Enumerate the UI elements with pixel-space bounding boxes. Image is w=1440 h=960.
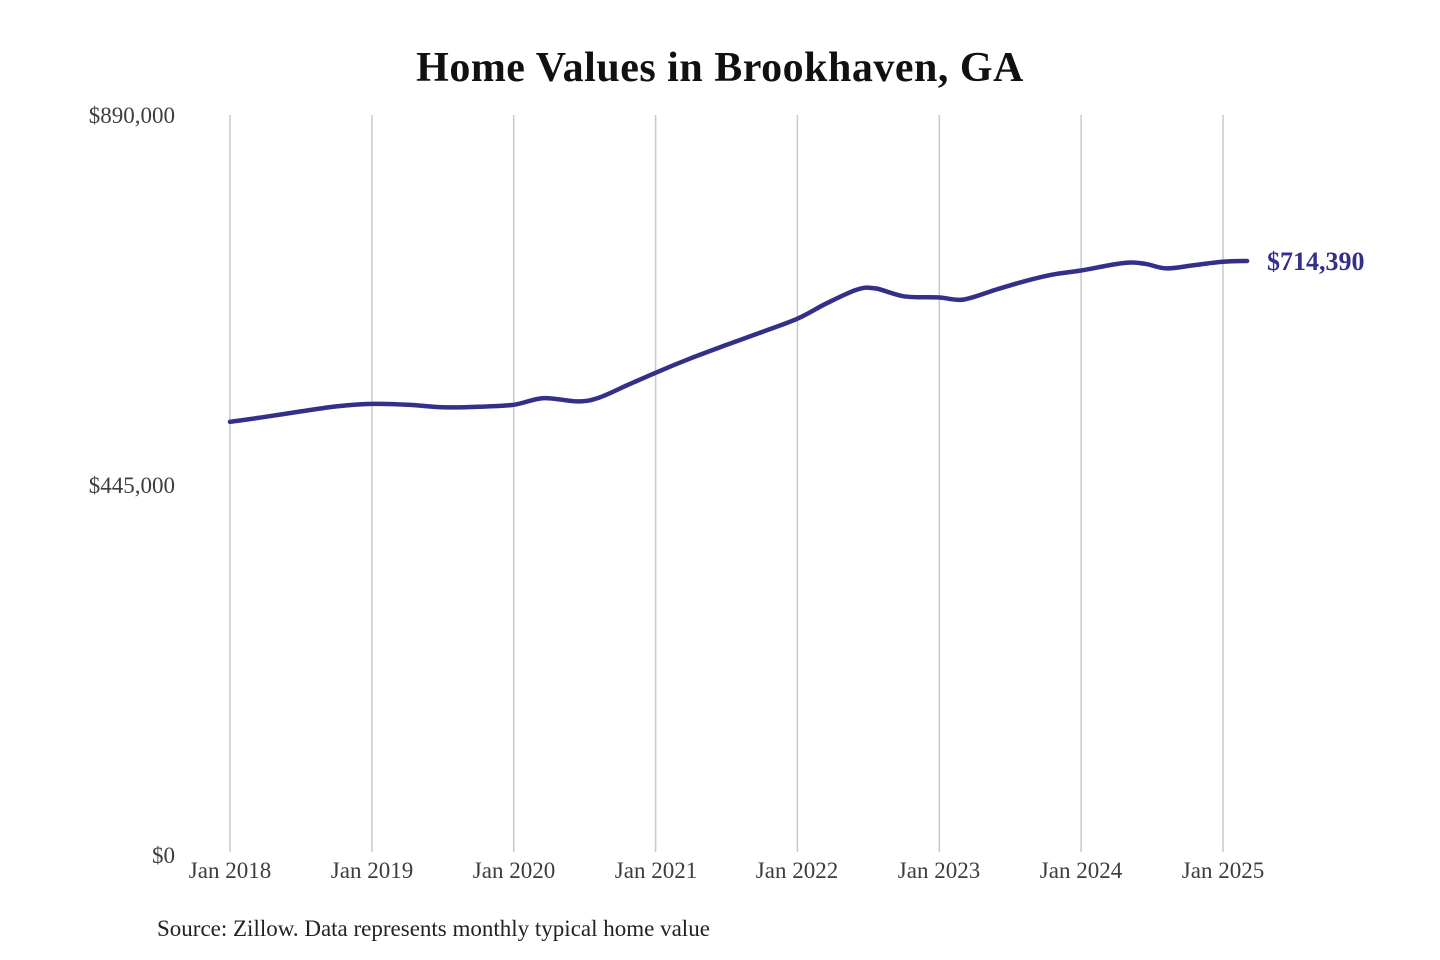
home-value-line: [227, 258, 1250, 425]
gridline-group: [229, 115, 1224, 852]
x-tick-label: Jan 2023: [897, 858, 981, 883]
y-tick-label: $445,000: [88, 473, 175, 498]
chart-title: Home Values in Brookhaven, GA: [416, 45, 1024, 91]
x-tick-label: Jan 2025: [1181, 858, 1265, 883]
x-tick-label: Jan 2018: [188, 858, 272, 883]
source-note: Source: Zillow. Data represents monthly …: [157, 916, 710, 941]
y-tick-label: $890,000: [88, 103, 175, 128]
x-tick-label: Jan 2020: [472, 858, 556, 883]
x-tick-label: Jan 2024: [1039, 858, 1123, 883]
x-tick-label: Jan 2022: [755, 858, 839, 883]
x-tick-label: Jan 2019: [330, 858, 414, 883]
end-value-label: $714,390: [1267, 247, 1365, 276]
x-tick-label: Jan 2021: [614, 858, 698, 883]
y-tick-label: $0: [152, 843, 175, 868]
